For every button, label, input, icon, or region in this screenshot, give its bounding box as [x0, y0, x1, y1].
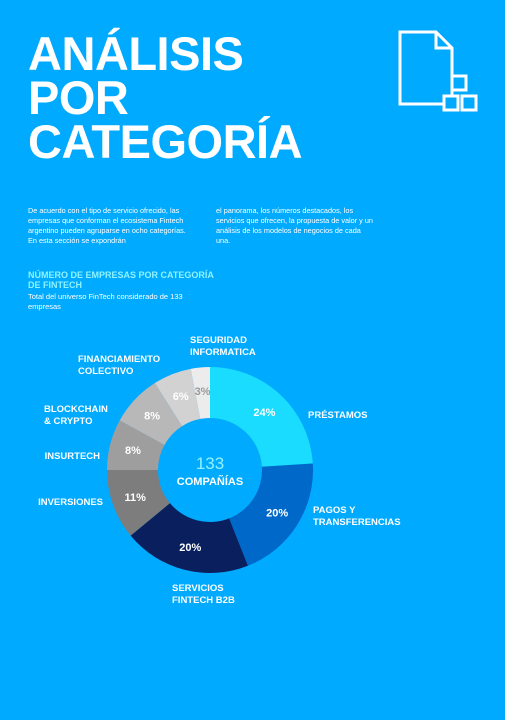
document-icon [398, 30, 478, 112]
category-label: SEGURIDAD INFORMATICA [190, 335, 256, 358]
category-label: PRÉSTAMOS [308, 410, 368, 421]
donut-slice [107, 420, 165, 470]
value-label: 8% [144, 411, 160, 423]
category-label: FINANCIAMIENTO COLECTIVO [78, 354, 161, 377]
category-label: SERVICIOS FINTECH B2B [172, 583, 235, 606]
center-label: COMPAÑÍAS [177, 475, 243, 488]
category-label: INVERSIONES [38, 497, 103, 508]
category-label: BLOCKCHAIN & CRYPTO [44, 404, 108, 427]
donut-slice [130, 503, 248, 573]
donut-slice [154, 368, 201, 427]
category-label: PAGOS Y TRANSFERENCIAS [313, 505, 401, 528]
value-label: 20% [179, 542, 201, 554]
value-label: 11% [124, 492, 146, 504]
title-line: ANÁLISIS [28, 27, 244, 80]
value-label: 6% [173, 391, 189, 403]
page-title: ANÁLISIS POR CATEGORÍA [28, 27, 303, 168]
chart-subtitle: Total del universo FinTech considerado d… [28, 292, 183, 311]
center-value: 133 [196, 454, 224, 473]
donut-slice [119, 383, 183, 445]
donut-slice [210, 367, 313, 467]
donut-slice [107, 470, 170, 536]
value-label: 8% [125, 445, 141, 457]
chart-title: NÚMERO DE EMPRESAS POR CATEGORÍA DE FINT… [28, 270, 214, 290]
title-line: CATEGORÍA [28, 115, 303, 168]
title-line: POR [28, 71, 129, 124]
category-label: INSURTECH [44, 451, 100, 462]
value-label: 20% [266, 508, 288, 520]
donut-slice [229, 463, 313, 566]
donut-slice [190, 366, 210, 419]
intro-text: De acuerdo con el tipo de servicio ofrec… [28, 206, 186, 245]
value-label: 24% [253, 407, 275, 419]
intro-text: el panorama, los números destacados, los… [216, 206, 373, 245]
value-label: 3% [195, 386, 211, 398]
